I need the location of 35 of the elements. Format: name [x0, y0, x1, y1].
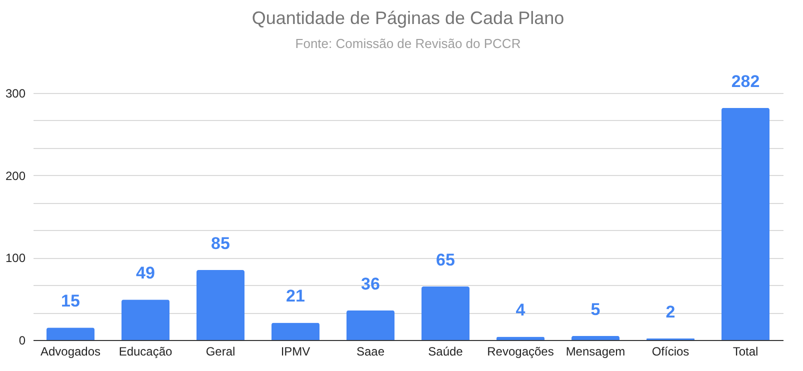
- chart-subtitle: Fonte: Comissão de Revisão do PCCR: [295, 36, 521, 51]
- y-tick-label: 200: [5, 168, 26, 183]
- data-label: 49: [136, 264, 155, 283]
- data-label: 65: [436, 250, 455, 270]
- x-tick-label: Educação: [118, 344, 173, 358]
- x-tick-label: Saúde: [428, 344, 464, 358]
- bar: [722, 108, 770, 340]
- data-label: 36: [361, 274, 380, 294]
- x-tick-label: Ofícios: [652, 344, 690, 358]
- bar: [196, 270, 244, 340]
- data-label: 4: [516, 300, 526, 320]
- data-label: 15: [61, 292, 80, 311]
- bar: [122, 300, 170, 340]
- bar: [272, 322, 320, 340]
- bar: [46, 328, 94, 340]
- data-label: 85: [211, 234, 230, 254]
- bar: [422, 286, 470, 340]
- x-tick-label: Mensagem: [566, 344, 626, 358]
- data-label: 5: [590, 300, 600, 319]
- y-tick-label: 100: [5, 251, 26, 266]
- data-label: 2: [666, 302, 676, 322]
- x-tick-label: Saae: [356, 344, 385, 358]
- x-tick-label: Revogações: [487, 344, 554, 358]
- bar: [496, 336, 544, 340]
- data-label: 282: [731, 72, 760, 91]
- y-tick-label: 0: [18, 334, 26, 348]
- bar: [572, 336, 620, 340]
- data-label: 21: [286, 286, 305, 306]
- x-tick-label: Advogados: [40, 344, 101, 358]
- chart-title: Quantidade de Páginas de Cada Plano: [252, 8, 564, 28]
- x-tick-label: Total: [732, 344, 758, 358]
- bar: [346, 310, 394, 340]
- x-tick-label: Geral: [206, 344, 236, 358]
- x-tick-label: IPMV: [280, 344, 310, 358]
- y-tick-label: 300: [5, 86, 26, 100]
